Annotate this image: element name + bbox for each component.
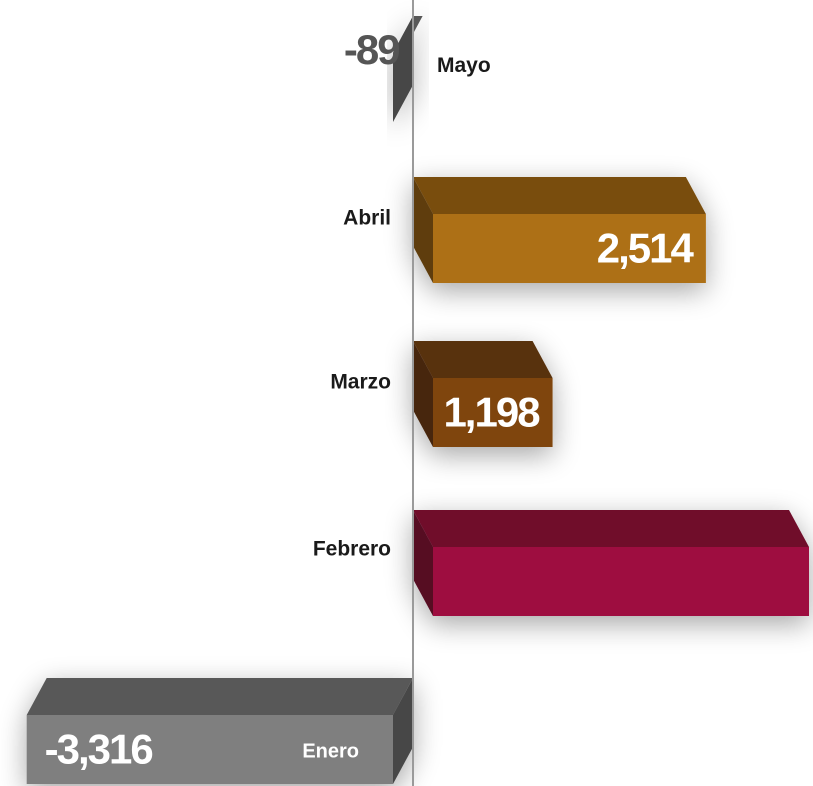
category-label-mayo: Mayo xyxy=(437,54,491,77)
category-label-febrero: Febrero xyxy=(313,538,391,561)
bar-abril xyxy=(413,177,706,283)
bar-front-face-marzo xyxy=(433,378,553,447)
bar-side-face-mayo xyxy=(393,16,413,122)
bar-side-face-febrero xyxy=(413,510,433,616)
bar-top-face-enero xyxy=(26,678,413,715)
bar-front-face-enero xyxy=(26,715,393,784)
bar-side-face-marzo xyxy=(413,341,433,447)
bar-top-face-abril xyxy=(413,177,706,214)
bar-top-face-marzo xyxy=(413,341,553,378)
bar-enero xyxy=(26,678,413,784)
bars-group xyxy=(26,16,809,784)
category-label-marzo: Marzo xyxy=(330,371,391,394)
bar-side-face-enero xyxy=(393,678,413,784)
value-label-enero: -3,316 xyxy=(45,726,153,773)
labels-group: -89 Mayo Abril 2,514 Marzo 1,198 Febrero -3,316… xyxy=(45,26,697,773)
bar-front-face-febrero xyxy=(433,547,809,616)
value-label-marzo: 1,198 xyxy=(443,389,540,436)
category-label-enero: Enero xyxy=(302,741,359,763)
value-label-mayo: -89 xyxy=(344,26,399,73)
bar-top-face-febrero xyxy=(413,510,809,547)
bar-febrero xyxy=(413,510,809,616)
bar-side-face-abril xyxy=(413,177,433,283)
bar-mayo xyxy=(393,16,423,122)
category-label-abril: Abril xyxy=(343,207,391,230)
bar-front-face-abril xyxy=(433,214,706,283)
value-label-abril: 2,514 xyxy=(597,225,695,272)
bar-marzo xyxy=(413,341,553,447)
